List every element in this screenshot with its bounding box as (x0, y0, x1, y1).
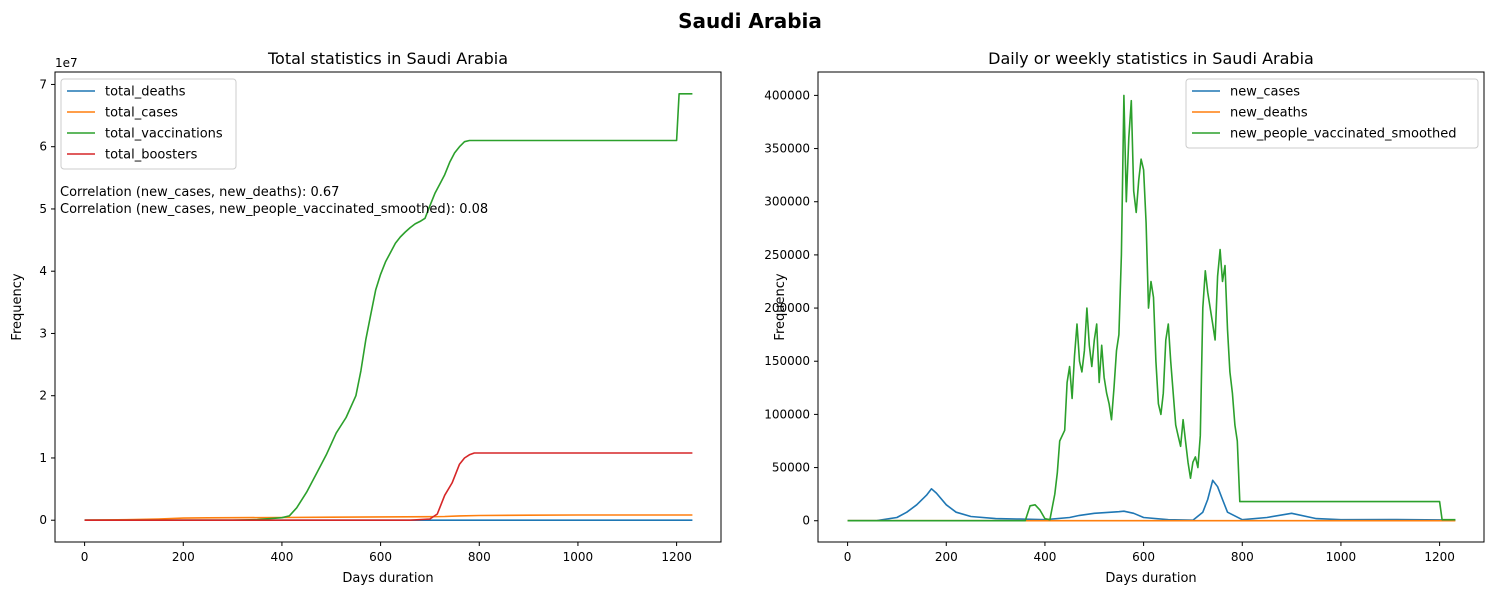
chart-1-y-tick-label: 250000 (764, 248, 810, 262)
chart-0-legend: total_deaths total_cases total_vaccination… (60, 78, 237, 170)
total-statistics-chart: 0 200 400 600 800 1000 1200 0 1 2 3 4 5 6 7 1e7 Total st… (10, 49, 722, 586)
chart-1-series-new_people_vaccinated_smoothed (847, 94, 1456, 522)
chart-0-x-tick-label: 400 (270, 550, 293, 564)
chart-1-y-tick-label: 0 (802, 514, 810, 528)
chart-0-annotation: Correlation (new_cases, new_deaths): 0.6… (60, 185, 339, 200)
chart-1-x-tick-label: 200 (935, 550, 958, 564)
chart-0-y-tick-label: 1 (39, 451, 47, 465)
chart-1-y-tick-label: 50000 (772, 461, 810, 475)
chart-0-x-tick-label: 800 (468, 550, 491, 564)
chart-1-series-group (847, 94, 1456, 522)
chart-1-legend: new_cases new_deaths new_people_vaccinated… (1185, 78, 1479, 149)
figure-suptitle: Saudi Arabia (678, 9, 822, 33)
chart-0-legend-box (60, 78, 237, 170)
chart-0-y-tick-label: 2 (39, 389, 47, 403)
chart-0-legend-label-total_cases: total_cases (105, 106, 178, 121)
chart-1-x-tick-label: 400 (1033, 550, 1056, 564)
chart-0-legend-label-total_boosters: total_boosters (105, 148, 198, 163)
chart-0-x-tick-label: 600 (369, 550, 392, 564)
chart-0-series-total_cases (84, 514, 693, 521)
chart-0-y-axis-label: Frequency (10, 273, 25, 340)
chart-0-title: Total statistics in Saudi Arabia (267, 49, 508, 68)
chart-0-legend-label-total_deaths: total_deaths (105, 85, 186, 100)
chart-0-x-tick-label: 1200 (661, 550, 692, 564)
chart-1-legend-label-new_deaths: new_deaths (1230, 106, 1308, 121)
chart-0-axes-frame (54, 71, 722, 543)
chart-0-series-group (84, 93, 693, 522)
chart-0-annotation: Correlation (new_cases, new_people_vacci… (60, 202, 488, 217)
chart-1-y-tick-label: 400000 (764, 88, 810, 102)
chart-1-legend-box (1185, 78, 1479, 149)
chart-0-y-tick-label: 3 (39, 326, 47, 340)
chart-1-x-tick-label: 0 (844, 550, 852, 564)
chart-0-legend-label-total_vaccinations: total_vaccinations (105, 127, 223, 142)
chart-1-x-axis-label: Days duration (1105, 571, 1196, 586)
chart-1-y-tick-label: 350000 (764, 142, 810, 156)
chart-0-y-tick-label: 5 (39, 202, 47, 216)
chart-0-y-tick-label: 4 (39, 264, 47, 278)
chart-0-y-offset-text: 1e7 (55, 56, 78, 70)
daily-statistics-chart: 0 200 400 600 800 1000 1200 0 50000 100000 150000 2… (764, 49, 1485, 586)
chart-1-x-tick-label: 600 (1132, 550, 1155, 564)
chart-0-x-axis-label: Days duration (342, 571, 433, 586)
chart-1-y-tick-label: 150000 (764, 354, 810, 368)
chart-1-x-tick-label: 800 (1231, 550, 1254, 564)
chart-0-y-tick-label: 0 (39, 513, 47, 527)
chart-0-series-total_vaccinations (84, 93, 693, 522)
chart-1-y-tick-label: 300000 (764, 195, 810, 209)
chart-1-y-tick-label: 200000 (764, 301, 810, 315)
chart-1-title: Daily or weekly statistics in Saudi Arab… (988, 49, 1314, 68)
chart-0-x-tick-label: 0 (81, 550, 89, 564)
chart-1-legend-label-new_cases: new_cases (1230, 85, 1300, 100)
chart-1-axes-frame (817, 71, 1485, 543)
chart-0-x-tick-label: 200 (172, 550, 195, 564)
chart-1-legend-label-new_people_vaccinated_smoothed: new_people_vaccinated_smoothed (1230, 127, 1456, 142)
chart-0-y-tick-label: 7 (39, 77, 47, 91)
chart-1-x-tick-label: 1200 (1424, 550, 1455, 564)
chart-1-series-new_cases (847, 479, 1456, 522)
chart-0-x-tick-label: 1000 (563, 550, 594, 564)
chart-1-y-axis-label: Frequency (773, 273, 788, 340)
chart-0-y-tick-label: 6 (39, 140, 47, 154)
chart-0-series-total_boosters (84, 452, 693, 522)
chart-1-y-tick-label: 100000 (764, 407, 810, 421)
chart-1-x-tick-label: 1000 (1326, 550, 1357, 564)
